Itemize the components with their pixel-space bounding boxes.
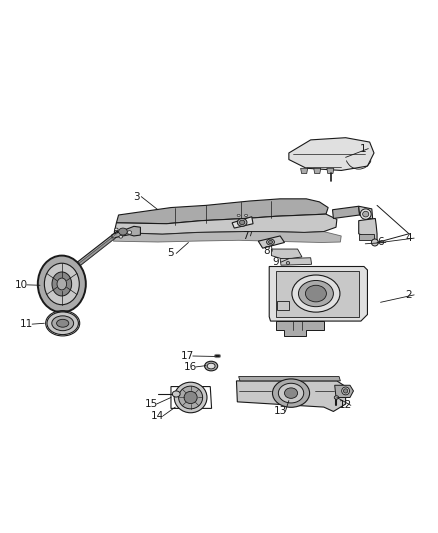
Text: 1: 1 (360, 143, 367, 154)
Polygon shape (277, 302, 289, 310)
Ellipse shape (285, 388, 297, 398)
Polygon shape (232, 217, 253, 228)
Text: 7: 7 (242, 231, 248, 241)
Polygon shape (71, 233, 117, 272)
Ellipse shape (343, 389, 348, 393)
Polygon shape (280, 258, 311, 265)
Polygon shape (314, 168, 321, 174)
Text: 15: 15 (145, 399, 158, 409)
Polygon shape (332, 206, 360, 219)
Ellipse shape (127, 231, 132, 234)
Polygon shape (237, 381, 346, 411)
Ellipse shape (292, 275, 340, 312)
Ellipse shape (174, 382, 207, 413)
Ellipse shape (47, 312, 78, 335)
Polygon shape (276, 321, 324, 336)
Polygon shape (359, 219, 377, 241)
Ellipse shape (360, 209, 371, 220)
Text: 3: 3 (133, 192, 139, 201)
Ellipse shape (115, 228, 118, 231)
Ellipse shape (268, 240, 272, 244)
Polygon shape (272, 249, 302, 260)
Ellipse shape (52, 316, 74, 330)
Polygon shape (276, 271, 359, 317)
Ellipse shape (52, 272, 72, 296)
Ellipse shape (342, 387, 350, 395)
Polygon shape (258, 236, 285, 248)
Ellipse shape (298, 280, 333, 306)
Ellipse shape (363, 211, 369, 217)
Text: 13: 13 (273, 407, 287, 416)
Text: 5: 5 (168, 248, 174, 259)
Ellipse shape (244, 214, 247, 216)
Ellipse shape (172, 391, 180, 397)
Ellipse shape (334, 395, 339, 399)
Text: 12: 12 (339, 400, 352, 410)
Text: 4: 4 (406, 233, 412, 243)
Text: 14: 14 (151, 411, 165, 421)
Polygon shape (71, 231, 118, 273)
Polygon shape (112, 227, 141, 238)
Text: 17: 17 (181, 351, 194, 361)
Ellipse shape (237, 219, 247, 227)
Ellipse shape (272, 379, 310, 407)
Ellipse shape (286, 262, 290, 264)
Ellipse shape (237, 214, 240, 216)
Polygon shape (117, 199, 328, 224)
Polygon shape (359, 234, 374, 240)
Text: 10: 10 (15, 280, 28, 290)
Ellipse shape (267, 239, 275, 245)
Polygon shape (113, 231, 341, 243)
Polygon shape (114, 214, 337, 234)
Ellipse shape (57, 278, 67, 290)
Ellipse shape (119, 228, 127, 235)
Polygon shape (239, 376, 340, 381)
Ellipse shape (119, 236, 123, 238)
Ellipse shape (305, 285, 326, 302)
Ellipse shape (371, 239, 378, 246)
Text: 16: 16 (184, 362, 197, 372)
Ellipse shape (207, 363, 215, 369)
Ellipse shape (184, 391, 197, 403)
Ellipse shape (179, 386, 203, 409)
Ellipse shape (38, 256, 86, 312)
Ellipse shape (240, 220, 245, 224)
Polygon shape (289, 138, 374, 171)
Text: 6: 6 (377, 238, 384, 247)
Text: 9: 9 (272, 257, 279, 267)
Ellipse shape (57, 319, 69, 327)
Polygon shape (335, 385, 353, 398)
Ellipse shape (44, 263, 79, 305)
Polygon shape (327, 168, 334, 174)
Text: 11: 11 (20, 319, 34, 329)
Text: 2: 2 (406, 290, 412, 300)
Polygon shape (300, 168, 307, 174)
Polygon shape (359, 206, 373, 220)
Text: 8: 8 (264, 246, 270, 256)
Ellipse shape (205, 361, 218, 371)
Polygon shape (269, 266, 367, 321)
Ellipse shape (279, 383, 304, 403)
